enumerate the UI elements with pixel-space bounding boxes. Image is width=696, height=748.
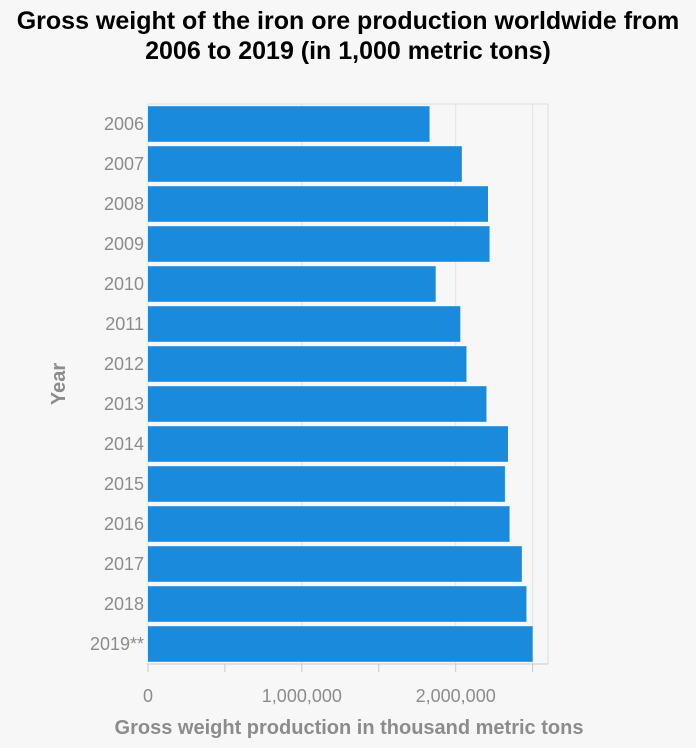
bar-2014 xyxy=(148,426,508,462)
bar-2008 xyxy=(148,186,488,222)
bar-2010 xyxy=(148,266,436,302)
y-tick-label-2018: 2018 xyxy=(104,594,144,614)
x-tick-label-2: 2,000,000 xyxy=(416,686,496,706)
bar-2012 xyxy=(148,346,467,382)
y-tick-label-2011: 2011 xyxy=(105,314,144,334)
bar-2018 xyxy=(148,586,527,622)
bar-2011 xyxy=(148,306,461,342)
y-tick-label-2015: 2015 xyxy=(104,474,144,494)
y-tick-label-2016: 2016 xyxy=(104,514,144,534)
chart-title: Gross weight of the iron ore production … xyxy=(16,7,680,65)
y-tick-label-2013: 2013 xyxy=(104,394,144,414)
x-axis-title: Gross weight production in thousand metr… xyxy=(115,717,584,739)
y-tick-label-2010: 2010 xyxy=(104,274,144,294)
y-tick-label-2006: 2006 xyxy=(104,114,144,134)
x-tick-label-1: 1,000,000 xyxy=(262,686,342,706)
bar-2017 xyxy=(148,546,522,582)
bar-2019** xyxy=(148,626,533,662)
x-tick-label-0: 0 xyxy=(143,686,153,706)
y-tick-label-2017: 2017 xyxy=(104,554,144,574)
bar-2013 xyxy=(148,386,487,422)
y-tick-label-2007: 2007 xyxy=(104,154,144,174)
bar-2007 xyxy=(148,146,462,182)
y-tick-labels: 2006 2007 2008 2009 2010 2011 2012 2013 2014 2015… xyxy=(90,114,144,654)
y-tick-label-2014: 2014 xyxy=(104,434,144,454)
bars xyxy=(148,106,533,662)
bar-2009 xyxy=(148,226,490,262)
bar-2016 xyxy=(148,506,510,542)
y-tick-label-2012: 2012 xyxy=(104,354,144,374)
bar-2006 xyxy=(148,106,430,142)
x-ticks: 0 1,000,000 2,000,000 xyxy=(143,664,534,706)
y-tick-label-2008: 2008 xyxy=(104,194,144,214)
bar-2015 xyxy=(148,466,505,502)
y-tick-label-2009: 2009 xyxy=(104,234,144,254)
y-axis-title: Year xyxy=(48,363,70,405)
y-tick-label-2019**: 2019** xyxy=(90,634,144,654)
